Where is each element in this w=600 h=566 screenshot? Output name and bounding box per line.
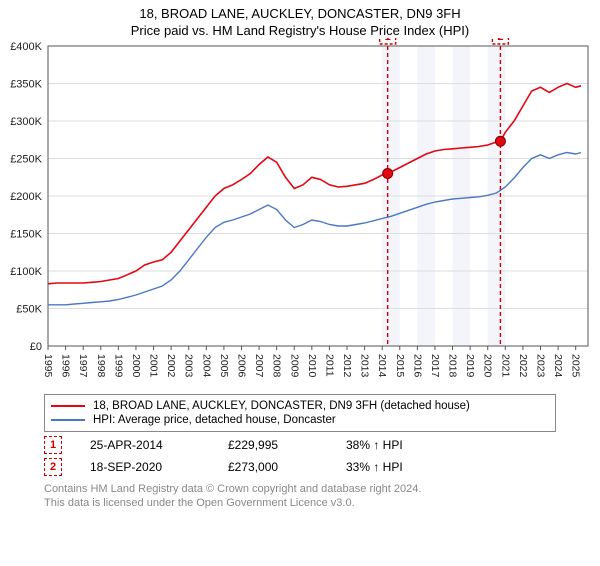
svg-text:2008: 2008 bbox=[271, 354, 283, 378]
svg-text:2015: 2015 bbox=[394, 354, 406, 378]
svg-text:2: 2 bbox=[497, 38, 503, 43]
svg-text:2003: 2003 bbox=[183, 354, 195, 378]
svg-text:2011: 2011 bbox=[323, 354, 335, 377]
transaction-price: £229,995 bbox=[228, 438, 318, 452]
svg-text:2009: 2009 bbox=[288, 354, 300, 378]
svg-text:2017: 2017 bbox=[429, 354, 441, 378]
svg-text:2005: 2005 bbox=[218, 354, 230, 378]
svg-text:£400K: £400K bbox=[10, 41, 42, 53]
svg-text:£100K: £100K bbox=[10, 266, 42, 278]
svg-text:£200K: £200K bbox=[10, 191, 42, 203]
svg-text:£0: £0 bbox=[30, 341, 42, 353]
svg-text:2004: 2004 bbox=[200, 354, 212, 378]
svg-text:2021: 2021 bbox=[499, 354, 511, 378]
transaction-hpi-delta: 33% ↑ HPI bbox=[346, 460, 403, 474]
svg-text:£350K: £350K bbox=[10, 79, 42, 91]
svg-text:2022: 2022 bbox=[517, 354, 529, 378]
legend-item: 18, BROAD LANE, AUCKLEY, DONCASTER, DN9 … bbox=[51, 399, 549, 413]
svg-text:£50K: £50K bbox=[16, 304, 42, 316]
transaction-price: £273,000 bbox=[228, 460, 318, 474]
legend: 18, BROAD LANE, AUCKLEY, DONCASTER, DN9 … bbox=[44, 394, 556, 432]
svg-text:1: 1 bbox=[385, 38, 391, 43]
svg-text:£150K: £150K bbox=[10, 229, 42, 241]
svg-text:1998: 1998 bbox=[95, 354, 107, 378]
svg-text:£250K: £250K bbox=[10, 154, 42, 166]
svg-text:2019: 2019 bbox=[464, 354, 476, 378]
svg-text:1995: 1995 bbox=[42, 354, 54, 378]
svg-text:2016: 2016 bbox=[411, 354, 423, 378]
title-address: 18, BROAD LANE, AUCKLEY, DONCASTER, DN9 … bbox=[0, 6, 600, 21]
svg-text:2007: 2007 bbox=[253, 354, 265, 378]
footer-line1: Contains HM Land Registry data © Crown c… bbox=[44, 482, 556, 496]
svg-text:2020: 2020 bbox=[482, 354, 494, 378]
svg-text:2014: 2014 bbox=[376, 354, 388, 378]
svg-text:2006: 2006 bbox=[235, 354, 247, 378]
svg-text:2024: 2024 bbox=[552, 354, 564, 378]
transaction-hpi-delta: 38% ↑ HPI bbox=[346, 438, 403, 452]
legend-item: HPI: Average price, detached house, Donc… bbox=[51, 413, 549, 427]
title-sub: Price paid vs. HM Land Registry's House … bbox=[0, 23, 600, 38]
svg-text:2010: 2010 bbox=[306, 354, 318, 378]
legend-swatch bbox=[51, 419, 85, 421]
legend-swatch bbox=[51, 405, 85, 407]
footer: Contains HM Land Registry data © Crown c… bbox=[44, 482, 556, 511]
legend-label: HPI: Average price, detached house, Donc… bbox=[93, 414, 336, 426]
marker-number-box: 2 bbox=[44, 458, 62, 476]
svg-text:2001: 2001 bbox=[148, 354, 160, 378]
svg-text:2023: 2023 bbox=[535, 354, 547, 378]
svg-text:2000: 2000 bbox=[130, 354, 142, 378]
transaction-date: 25-APR-2014 bbox=[90, 438, 200, 452]
chart-area: £0 £50K £100K £150K £200K £250K £300K £350K £400… bbox=[0, 38, 600, 388]
svg-text:2013: 2013 bbox=[359, 354, 371, 378]
svg-text:2025: 2025 bbox=[570, 354, 582, 378]
legend-label: 18, BROAD LANE, AUCKLEY, DONCASTER, DN9 … bbox=[93, 400, 470, 412]
transaction-row: 1 25-APR-2014 £229,995 38% ↑ HPI bbox=[44, 436, 556, 454]
price-marker bbox=[383, 169, 393, 179]
svg-text:2018: 2018 bbox=[447, 354, 459, 378]
svg-text:2012: 2012 bbox=[341, 354, 353, 378]
svg-text:1999: 1999 bbox=[112, 354, 124, 378]
svg-text:1997: 1997 bbox=[77, 354, 89, 378]
footer-line2: This data is licensed under the Open Gov… bbox=[44, 496, 556, 510]
price-marker bbox=[495, 136, 505, 146]
line-chart: £0 £50K £100K £150K £200K £250K £300K £350K £400… bbox=[0, 38, 600, 388]
svg-text:£300K: £300K bbox=[10, 116, 42, 128]
svg-text:2002: 2002 bbox=[165, 354, 177, 378]
transaction-row: 2 18-SEP-2020 £273,000 33% ↑ HPI bbox=[44, 458, 556, 476]
transaction-date: 18-SEP-2020 bbox=[90, 460, 200, 474]
svg-text:1996: 1996 bbox=[60, 354, 72, 378]
marker-number-box: 1 bbox=[44, 436, 62, 454]
